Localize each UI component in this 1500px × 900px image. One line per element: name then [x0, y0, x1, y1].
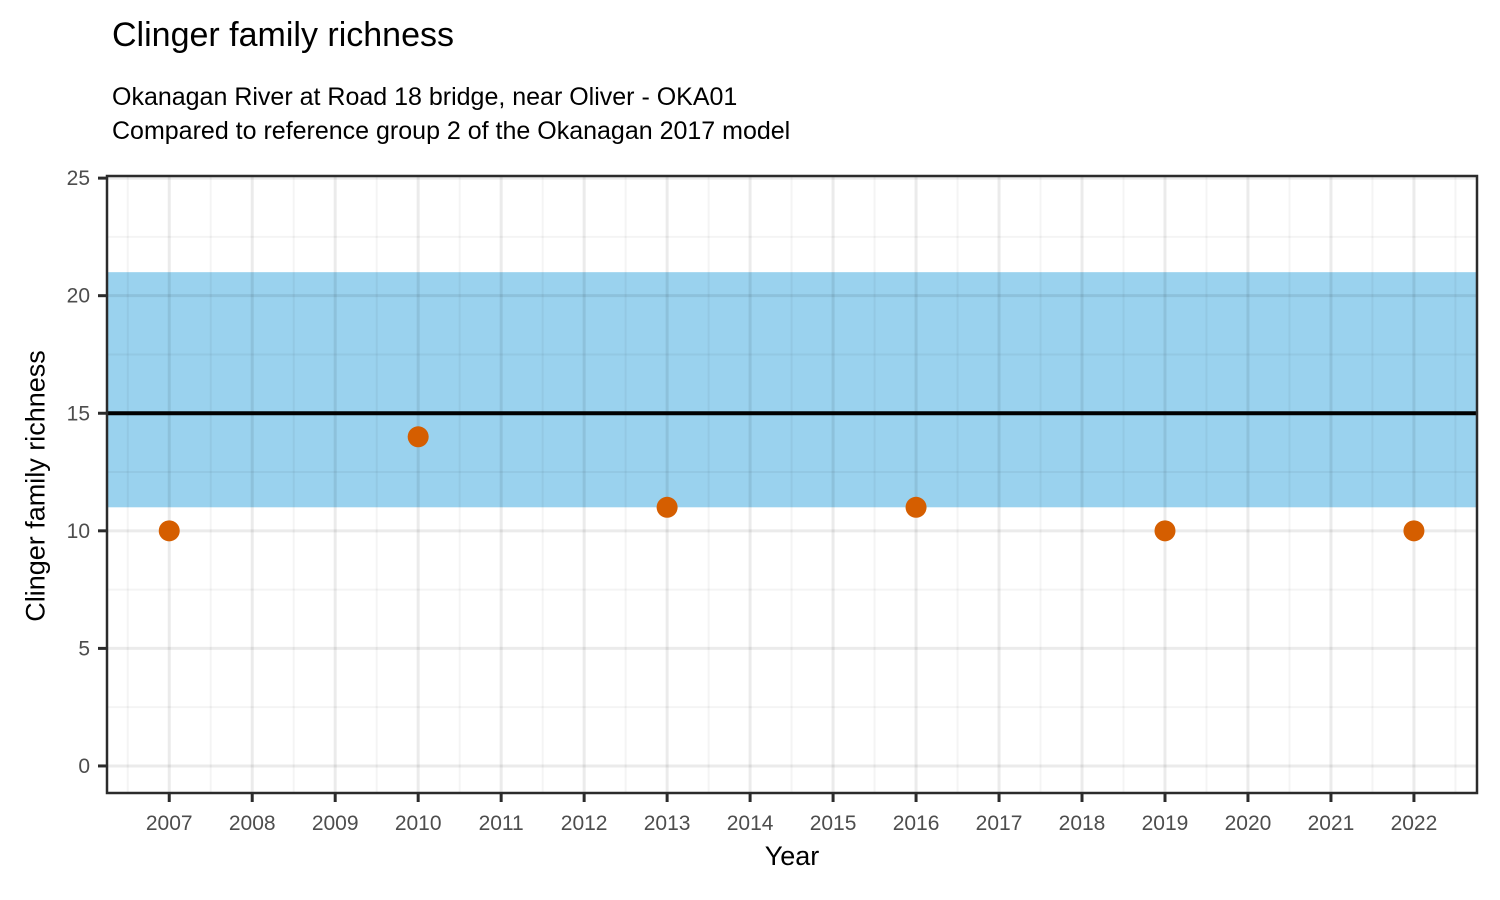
x-tick-label: 2009	[312, 812, 359, 835]
chart-subtitle-line1: Okanagan River at Road 18 bridge, near O…	[112, 83, 738, 111]
data-point	[656, 496, 678, 518]
y-axis-title: Clinger family richness	[20, 350, 51, 622]
x-tick-label: 2022	[1391, 812, 1438, 835]
x-tick-label: 2016	[893, 812, 940, 835]
y-tick-label: 25	[67, 167, 90, 190]
chart-title: Clinger family richness	[112, 16, 454, 54]
y-tick-label: 15	[67, 402, 90, 425]
y-tick-label: 20	[67, 285, 90, 308]
x-tick-label: 2020	[1225, 812, 1272, 835]
x-tick-label: 2014	[727, 812, 774, 835]
x-tick-label: 2021	[1308, 812, 1355, 835]
x-tick-label: 2008	[229, 812, 276, 835]
data-point	[1154, 520, 1176, 542]
x-tick-label: 2015	[810, 812, 857, 835]
data-point	[407, 426, 429, 448]
data-point	[1403, 520, 1425, 542]
x-tick-label: 2012	[561, 812, 608, 835]
y-tick-label: 10	[67, 520, 90, 543]
x-tick-label: 2011	[479, 812, 524, 835]
x-tick-label: 2010	[395, 812, 442, 835]
x-tick-label: 2018	[1059, 812, 1106, 835]
x-axis-title: Year	[764, 841, 820, 871]
chart-subtitle: Okanagan River at Road 18 bridge, near O…	[112, 80, 790, 148]
reference-band	[107, 272, 1477, 508]
x-tick-label: 2007	[146, 812, 193, 835]
panel-border	[105, 174, 1479, 795]
x-tick-label: 2019	[1142, 812, 1189, 835]
data-point	[158, 520, 180, 542]
y-tick-label: 5	[78, 637, 90, 660]
x-tick-label: 2017	[976, 812, 1023, 835]
y-tick-label: 0	[78, 755, 90, 778]
x-tick-label: 2013	[644, 812, 691, 835]
chart-subtitle-line2: Compared to reference group 2 of the Oka…	[112, 117, 791, 145]
data-point	[905, 496, 927, 518]
